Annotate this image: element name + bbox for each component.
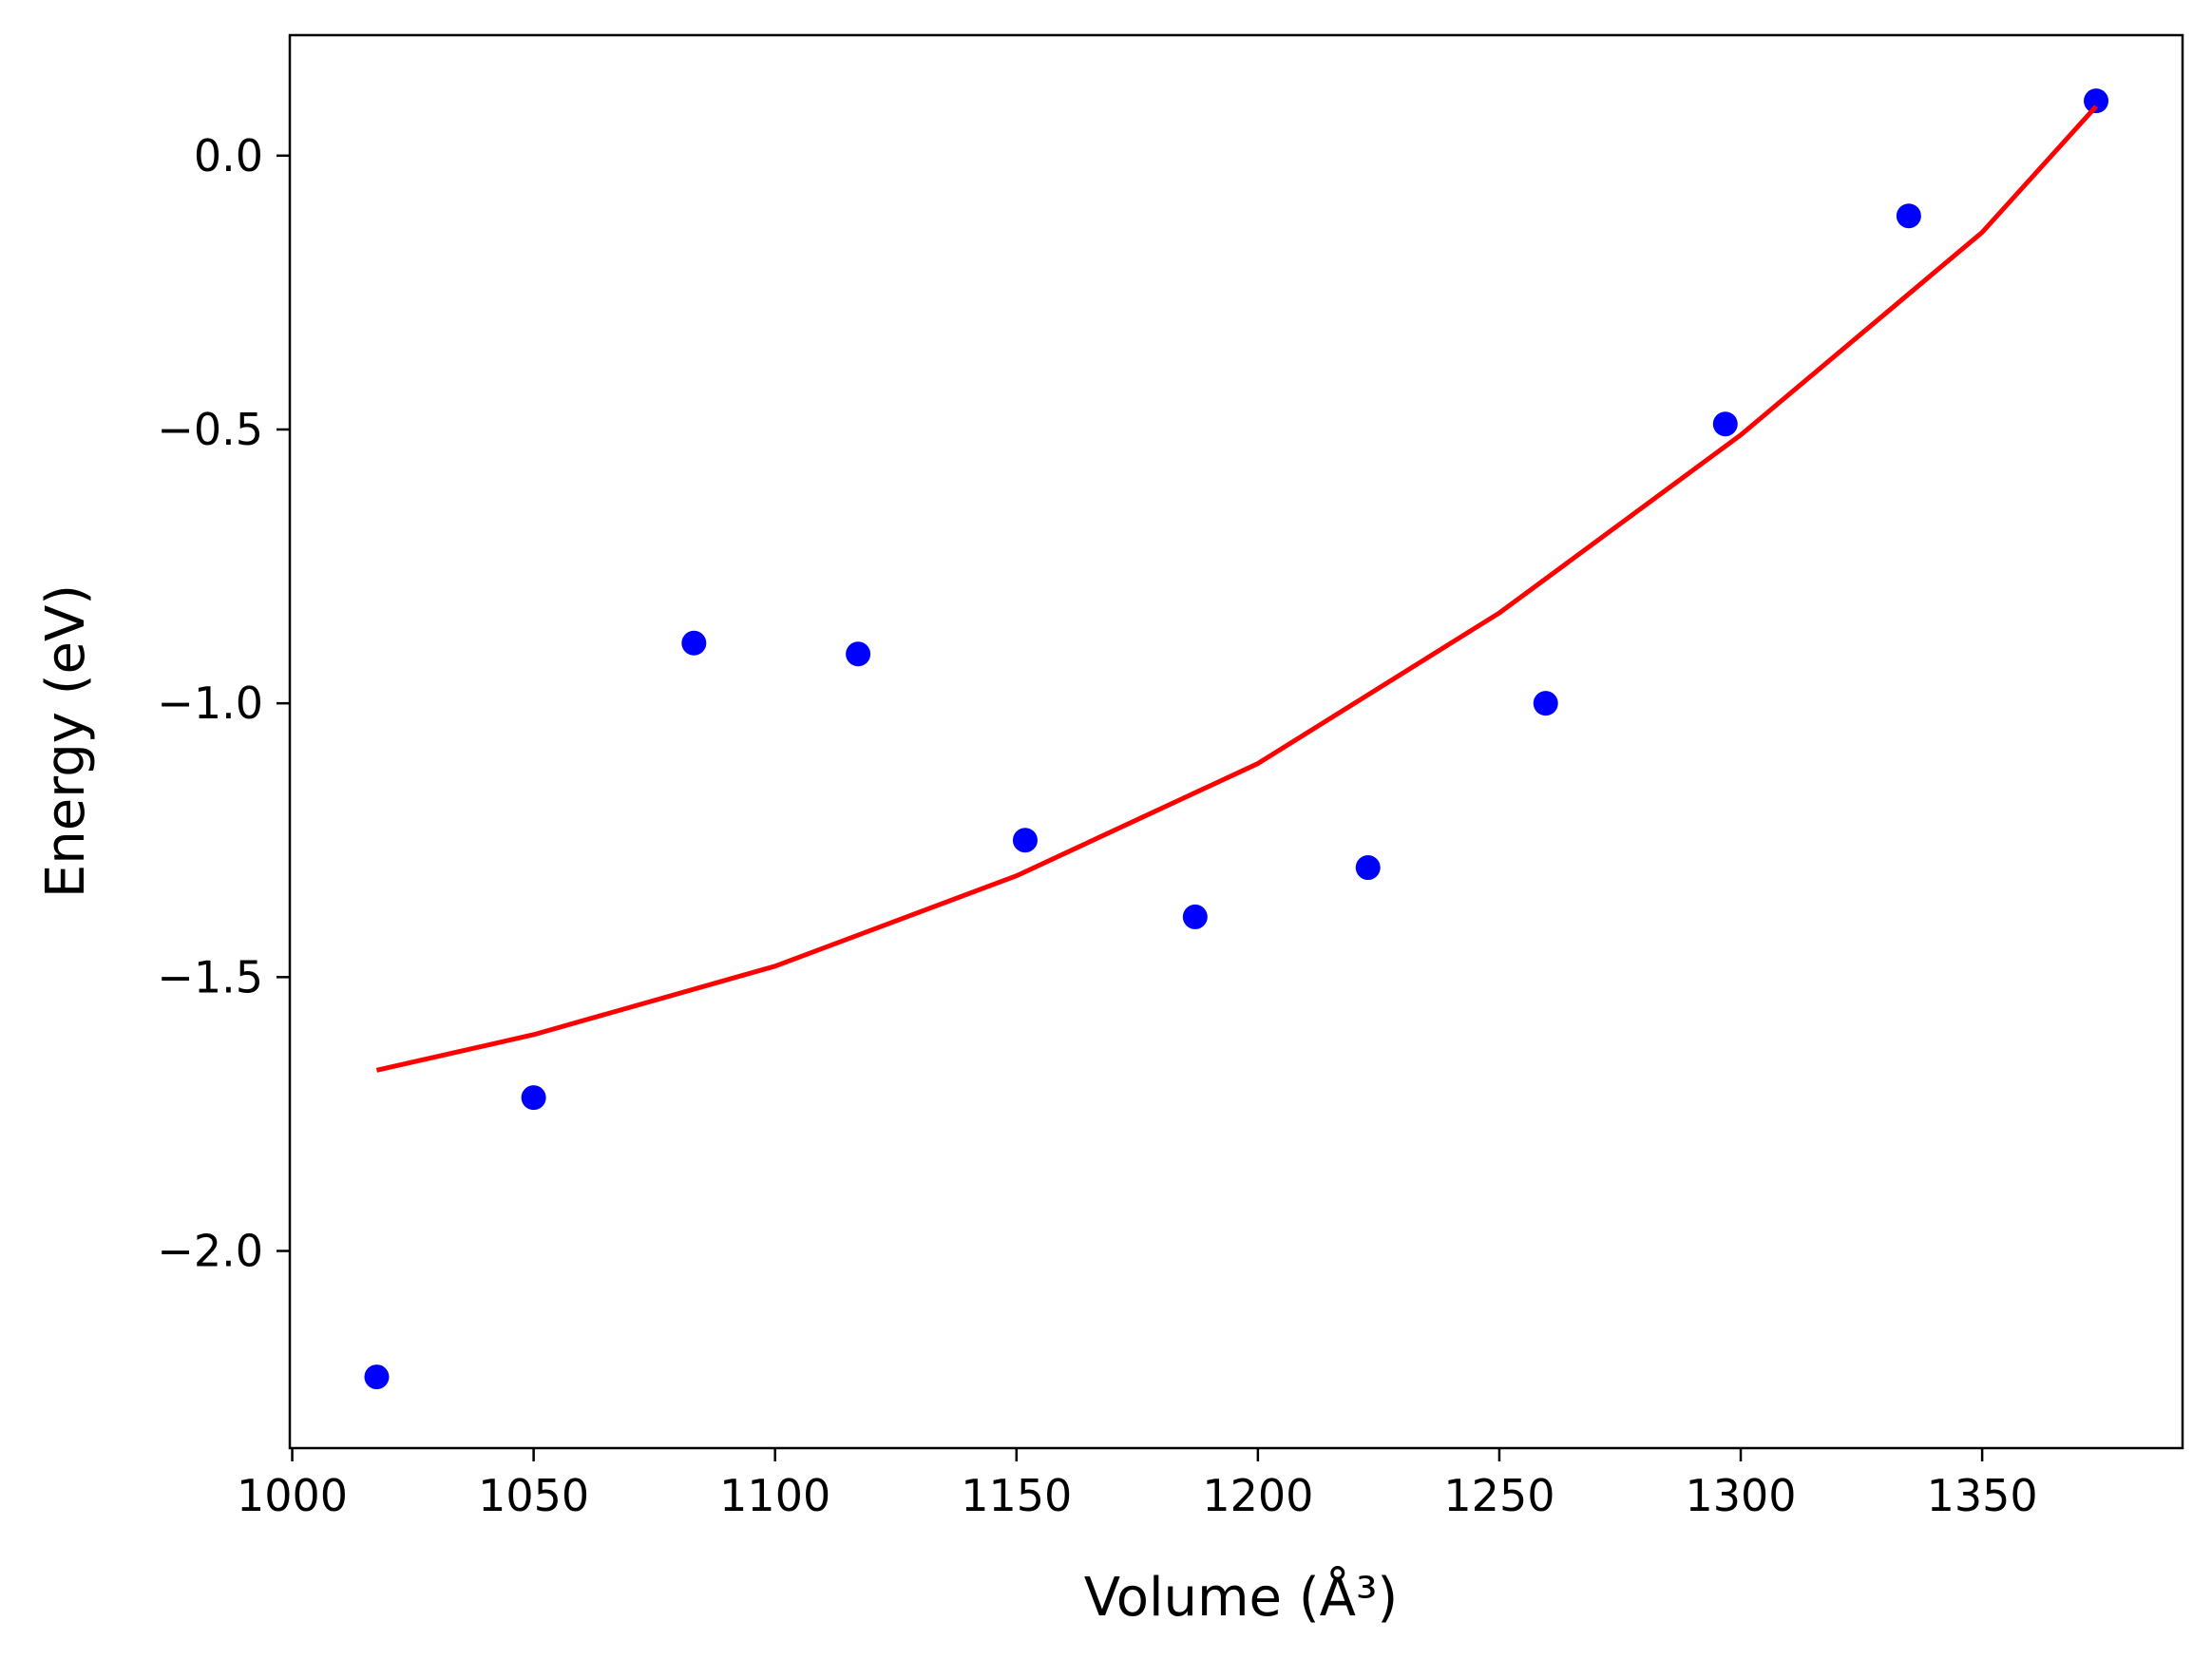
y-tick-label: −1.0 — [157, 677, 263, 729]
y-tick-label: 0.0 — [194, 130, 263, 181]
fit-curve-line — [375, 105, 2098, 1073]
data-point — [1355, 855, 1381, 881]
y-axis-label: Energy (eV) — [35, 584, 97, 898]
plot-frame — [288, 33, 2184, 1450]
x-tick-label: 1300 — [1685, 1470, 1796, 1521]
x-tick-label: 1150 — [961, 1470, 1072, 1521]
data-point — [1182, 904, 1208, 929]
data-point — [364, 1364, 390, 1390]
plot-layer — [364, 88, 2109, 1390]
x-tick-label: 1100 — [719, 1470, 830, 1521]
data-point — [2084, 88, 2109, 114]
data-point — [521, 1085, 546, 1111]
x-tick-label: 1350 — [1927, 1470, 2038, 1521]
data-point — [1896, 203, 1921, 229]
data-point — [681, 630, 707, 656]
data-point — [1012, 828, 1038, 853]
x-tick-label: 1050 — [478, 1470, 589, 1521]
x-tick-label: 1200 — [1202, 1470, 1313, 1521]
y-tick-label: −1.5 — [157, 951, 263, 1002]
data-point — [846, 641, 871, 667]
data-point — [1533, 691, 1558, 716]
x-axis-label: Volume (Å³) — [1084, 1566, 1399, 1629]
y-tick-label: −2.0 — [157, 1226, 263, 1277]
x-tick-label: 1250 — [1443, 1470, 1554, 1521]
axes-layer: 1000 1050 1100 1150 1200 1250 1300 1350 0.0 −0.5 −… — [157, 33, 2184, 1521]
y-tick-label: −0.5 — [157, 404, 263, 455]
data-point — [1712, 411, 1738, 437]
x-tick-label: 1000 — [237, 1470, 348, 1521]
